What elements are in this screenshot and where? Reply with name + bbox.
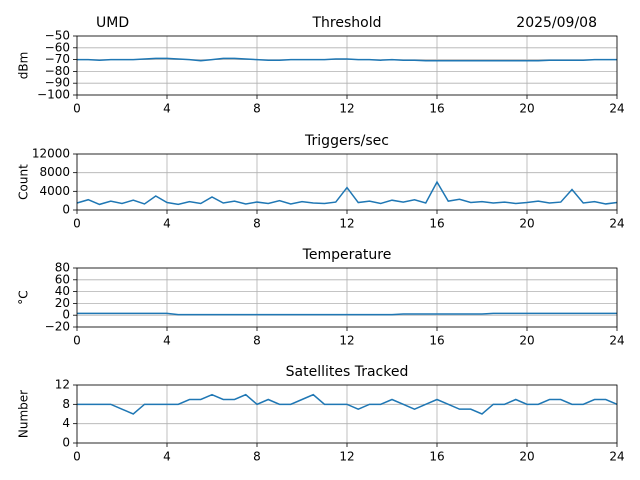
x-tick-label: 8	[253, 217, 261, 231]
panel-title: Temperature	[302, 247, 392, 263]
y-tick-label: −70	[45, 52, 70, 66]
x-tick-label: 0	[73, 334, 81, 348]
x-tick-label: 12	[339, 217, 354, 231]
right-title: 2025/09/08	[516, 15, 597, 31]
y-tick-label: 80	[55, 261, 70, 275]
x-tick-label: 4	[163, 217, 171, 231]
x-tick-label: 8	[253, 102, 261, 116]
y-tick-label: 4	[62, 416, 70, 430]
y-tick-label: −60	[45, 40, 70, 54]
panel-title: Satellites Tracked	[286, 364, 409, 380]
x-tick-label: 0	[73, 102, 81, 116]
left-title: UMD	[96, 15, 129, 31]
x-tick-label: 4	[163, 450, 171, 464]
x-tick-label: 24	[609, 334, 624, 348]
y-tick-label: 12	[55, 378, 70, 392]
y-axis-label: dBm	[17, 52, 31, 80]
y-tick-label: 0	[62, 203, 70, 217]
y-tick-label: 12000	[32, 147, 70, 161]
x-tick-label: 24	[609, 102, 624, 116]
y-tick-label: 20	[55, 296, 70, 310]
axes-frame	[76, 153, 618, 211]
axes-frame	[76, 35, 618, 96]
x-tick-label: 4	[163, 334, 171, 348]
y-axis-label: Number	[17, 390, 31, 438]
data-line	[76, 180, 618, 206]
panel-title: Triggers/sec	[304, 133, 389, 149]
y-tick-label: 40	[55, 284, 70, 298]
y-tick-label: −80	[45, 64, 70, 78]
x-tick-label: 20	[519, 217, 534, 231]
axes-frame	[76, 267, 618, 328]
y-axis-label: Count	[17, 164, 31, 200]
y-tick-label: 4000	[39, 184, 70, 198]
x-tick-label: 16	[429, 217, 444, 231]
y-tick-label: 0	[62, 308, 70, 322]
x-tick-label: 0	[73, 217, 81, 231]
x-tick-label: 0	[73, 450, 81, 464]
x-tick-label: 20	[519, 102, 534, 116]
x-tick-label: 16	[429, 450, 444, 464]
x-tick-label: 16	[429, 102, 444, 116]
x-tick-label: 16	[429, 334, 444, 348]
x-tick-label: 24	[609, 217, 624, 231]
data-line	[77, 393, 618, 415]
y-axis-label: °C	[17, 290, 31, 304]
x-tick-label: 24	[609, 450, 624, 464]
x-tick-label: 12	[339, 450, 354, 464]
panel-title: Threshold	[312, 15, 382, 31]
axes-frame	[76, 384, 618, 444]
x-tick-label: 20	[519, 334, 534, 348]
y-tick-label: 8000	[39, 165, 70, 179]
y-tick-label: 8	[62, 397, 70, 411]
x-tick-label: 12	[339, 102, 354, 116]
x-tick-label: 12	[339, 334, 354, 348]
x-tick-label: 20	[519, 450, 534, 464]
y-tick-label: −100	[37, 88, 70, 102]
x-tick-label: 8	[253, 334, 261, 348]
y-tick-label: 0	[62, 436, 70, 450]
x-tick-label: 4	[163, 102, 171, 116]
y-tick-label: −50	[45, 29, 70, 43]
y-tick-label: −20	[45, 320, 70, 334]
x-tick-label: 8	[253, 450, 261, 464]
y-tick-label: 60	[55, 272, 70, 286]
data-line	[77, 312, 617, 316]
y-tick-label: −90	[45, 76, 70, 90]
data-line	[77, 57, 617, 62]
